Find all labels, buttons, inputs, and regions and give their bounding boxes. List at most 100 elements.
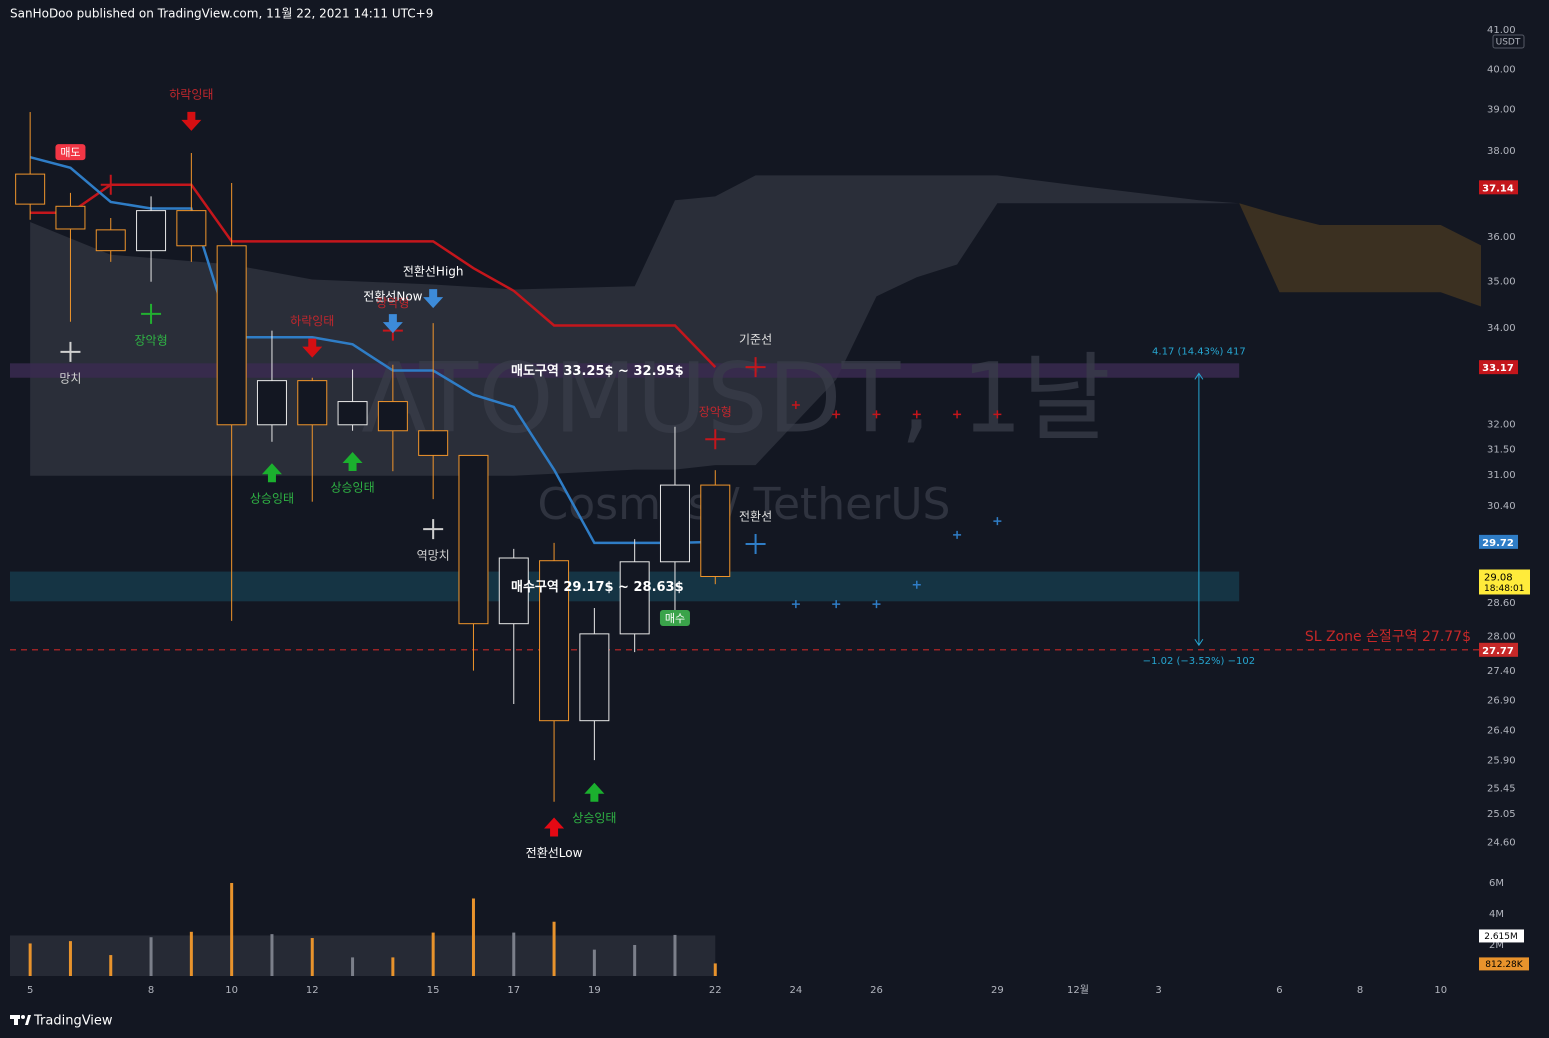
y-tick-label: 39.00 [1487, 105, 1516, 116]
volume-bar [149, 937, 153, 976]
volume-bar [109, 955, 113, 976]
projection-cross [872, 410, 881, 419]
y-tick-label: 38.00 [1487, 146, 1516, 157]
volume-bar [431, 932, 435, 976]
x-tick-label: 5 [27, 985, 33, 996]
y-tick-label: 36.00 [1487, 232, 1516, 243]
candle-body [498, 557, 529, 625]
volume-bar [68, 941, 72, 976]
indicator-line [30, 183, 717, 369]
candle-body [700, 484, 731, 577]
line-tag [1479, 360, 1518, 375]
volume-bar [310, 938, 314, 976]
projection-cross [791, 401, 800, 410]
marker-arrow [382, 314, 403, 334]
volume-tick-label: 2M [1489, 940, 1504, 951]
line-tag-text: 33.17 [1482, 363, 1514, 374]
volume-bar [230, 882, 234, 976]
y-tick-label: 41.00 [1487, 25, 1516, 36]
projection-cross [832, 410, 841, 419]
x-tick-label: 24 [790, 985, 803, 996]
y-tick-label: 34.00 [1487, 323, 1516, 334]
marker-text: 전환선High [403, 265, 464, 279]
footer: TradingView [33, 1014, 113, 1029]
candle-body [659, 484, 690, 563]
marker-text: 망치 [59, 371, 81, 385]
marker-text: 역망치 [417, 549, 450, 563]
projection-cross [993, 517, 1002, 526]
marker-cross [705, 429, 726, 450]
volume-bar [28, 943, 32, 976]
volume-bar [471, 898, 475, 976]
marker-text: 전환선 [739, 510, 772, 524]
volume-tick-label: 6M [1489, 878, 1504, 889]
y-tick-label: 31.00 [1487, 470, 1516, 481]
x-tick-label: 8 [1357, 985, 1363, 996]
marker-cross [745, 357, 766, 378]
footer-logo [10, 1015, 31, 1025]
volume-bar [552, 921, 556, 976]
stop-loss-label: SL Zone 손절구역 27.77$ [1305, 629, 1471, 645]
marker-text: 기준선 [739, 333, 772, 347]
x-tick-label: 3 [1155, 985, 1161, 996]
y-tick-label: 40.00 [1487, 64, 1516, 75]
candle-body [619, 561, 650, 635]
currency: USDT [1496, 38, 1521, 48]
currency-box [1492, 34, 1525, 49]
volume-bar [673, 934, 677, 976]
projection-cross [832, 600, 841, 609]
y-tick-label: 27.40 [1487, 666, 1516, 677]
marker-arrow [342, 451, 363, 471]
y-tick-label: 30.40 [1487, 501, 1516, 512]
volume-last-tag [1479, 957, 1529, 971]
x-tick-label: 10 [1434, 985, 1447, 996]
x-tick-label: 29 [991, 985, 1004, 996]
measure-label: −1.02 (−3.52%) −102 [1143, 656, 1255, 667]
indicator-line [29, 155, 716, 545]
marker-arrow [584, 782, 605, 802]
volume-ma-tag-text: 2.615M [1484, 932, 1518, 942]
y-tick-label: 25.90 [1487, 756, 1516, 767]
candle-body [458, 454, 489, 625]
marker-arrow [423, 289, 444, 309]
marker-text: 장악형 [376, 296, 409, 310]
x-tick-label: 19 [588, 985, 601, 996]
marker-label [659, 610, 690, 627]
marker-text: 매도 [60, 146, 80, 159]
marker-cross [423, 519, 444, 540]
x-tick-label: 15 [427, 985, 440, 996]
volume-bar [391, 957, 395, 976]
cloud [1239, 203, 1481, 307]
x-tick-label: 26 [870, 985, 883, 996]
stop-loss-tag-text: 27.77 [1482, 646, 1514, 657]
volume-bar [512, 932, 516, 976]
marker-text: 장악형 [699, 405, 732, 419]
header: SanHoDoo published on TradingView.com, 1… [10, 7, 433, 21]
projection-cross [791, 600, 800, 609]
candle-body [136, 210, 167, 252]
volume-ma-band [10, 935, 716, 976]
candle-body [216, 245, 247, 426]
marker-arrow [302, 338, 323, 358]
volume-bar [351, 957, 355, 976]
y-tick-label: 25.45 [1487, 784, 1516, 795]
x-tick-label: 8 [148, 985, 154, 996]
logo-part [25, 1015, 31, 1025]
y-tick-label: 31.50 [1487, 444, 1516, 455]
candle-body [256, 380, 287, 426]
marker-label [55, 144, 86, 161]
candle-body [539, 560, 570, 722]
volume-bar [189, 931, 193, 976]
y-tick-label: 26.40 [1487, 725, 1516, 736]
volume-bar [713, 963, 717, 976]
x-tick-label: 17 [507, 985, 520, 996]
marker-text: 전환선Low [526, 846, 583, 860]
y-tick-label: 26.90 [1487, 695, 1516, 706]
candle-body [377, 401, 408, 432]
countdown: 18:48:01 [1484, 584, 1524, 594]
projection-cross [953, 530, 962, 539]
candle-body [418, 430, 449, 456]
volume-ma-tag [1479, 929, 1524, 943]
marker-arrow [181, 111, 202, 131]
measure-label: 4.17 (14.43%) 417 [1152, 346, 1246, 357]
